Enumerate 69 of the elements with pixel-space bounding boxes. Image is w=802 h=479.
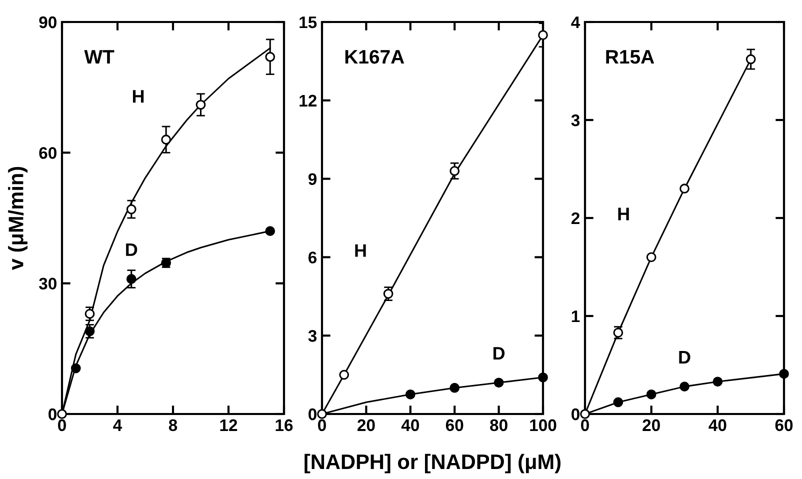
point <box>405 389 416 400</box>
x-tick-label: 8 <box>168 419 178 432</box>
point <box>84 326 95 336</box>
y-tick-label: 15 <box>300 16 317 28</box>
x-tick-label: 0 <box>58 419 66 432</box>
x-tick-label: 40 <box>708 419 726 432</box>
x-tick-label: 80 <box>490 419 508 432</box>
point <box>383 288 394 299</box>
point <box>196 100 206 110</box>
point <box>450 166 460 176</box>
x-tick-label: 100 <box>530 419 556 432</box>
y-tick-label: 0 <box>572 408 580 420</box>
point <box>746 54 756 64</box>
x-tick-label: 16 <box>276 419 293 432</box>
x-tick-label: 20 <box>642 419 660 432</box>
point <box>680 184 690 194</box>
x-tick-label: 60 <box>446 419 464 432</box>
y-tick-label: 12 <box>300 94 316 106</box>
point <box>70 363 81 374</box>
y-tick-label: 3 <box>571 114 580 126</box>
x-tick-label: 60 <box>775 419 793 432</box>
point <box>712 376 723 387</box>
point <box>450 382 460 393</box>
point <box>646 389 656 400</box>
point <box>779 368 789 379</box>
text: R15A <box>606 50 654 64</box>
point <box>580 409 590 419</box>
x-axis-title: [NADPH] or [NADPD] (μM) <box>304 454 561 474</box>
text: H <box>618 208 629 220</box>
point <box>646 252 656 262</box>
x-tick-label: 0 <box>318 419 326 432</box>
y-tick-label: 2 <box>571 212 580 224</box>
point <box>84 308 95 319</box>
x-tick-label: 40 <box>401 419 419 432</box>
y-tick-label: 60 <box>39 147 56 159</box>
series-label: D <box>493 347 505 360</box>
y-tick-label: 4 <box>571 16 580 28</box>
text: H <box>132 90 144 103</box>
point <box>265 226 276 236</box>
series-label: D <box>679 351 690 364</box>
point <box>680 382 690 392</box>
point <box>126 204 136 214</box>
x-tick-label: 4 <box>113 419 122 431</box>
y-tick-label: 0 <box>308 408 316 420</box>
point <box>57 409 67 419</box>
point <box>538 372 548 382</box>
point <box>339 370 350 380</box>
x-tick-label: 0 <box>581 419 589 432</box>
y-tick-label: 1 <box>572 310 580 322</box>
point <box>126 274 136 284</box>
text: WT <box>84 50 114 64</box>
y-tick-label: 0 <box>48 408 56 420</box>
y-axis-title: v (μM/min) <box>8 166 28 270</box>
y-tick-label: 90 <box>39 16 56 28</box>
x-tick-label: 12 <box>220 419 238 431</box>
y-tick-label: 6 <box>308 252 317 264</box>
point <box>613 397 624 408</box>
y-tick-label: 3 <box>308 330 317 342</box>
point <box>161 134 171 145</box>
y-tick-label: 9 <box>308 173 317 186</box>
point <box>265 52 276 62</box>
text: K167A <box>345 50 404 64</box>
point <box>538 30 548 40</box>
text: H <box>355 244 366 257</box>
series-label: D <box>126 243 138 256</box>
x-tick-label: 20 <box>358 419 375 432</box>
point <box>317 409 327 419</box>
y-tick-label: 30 <box>38 278 56 290</box>
point <box>494 378 504 388</box>
